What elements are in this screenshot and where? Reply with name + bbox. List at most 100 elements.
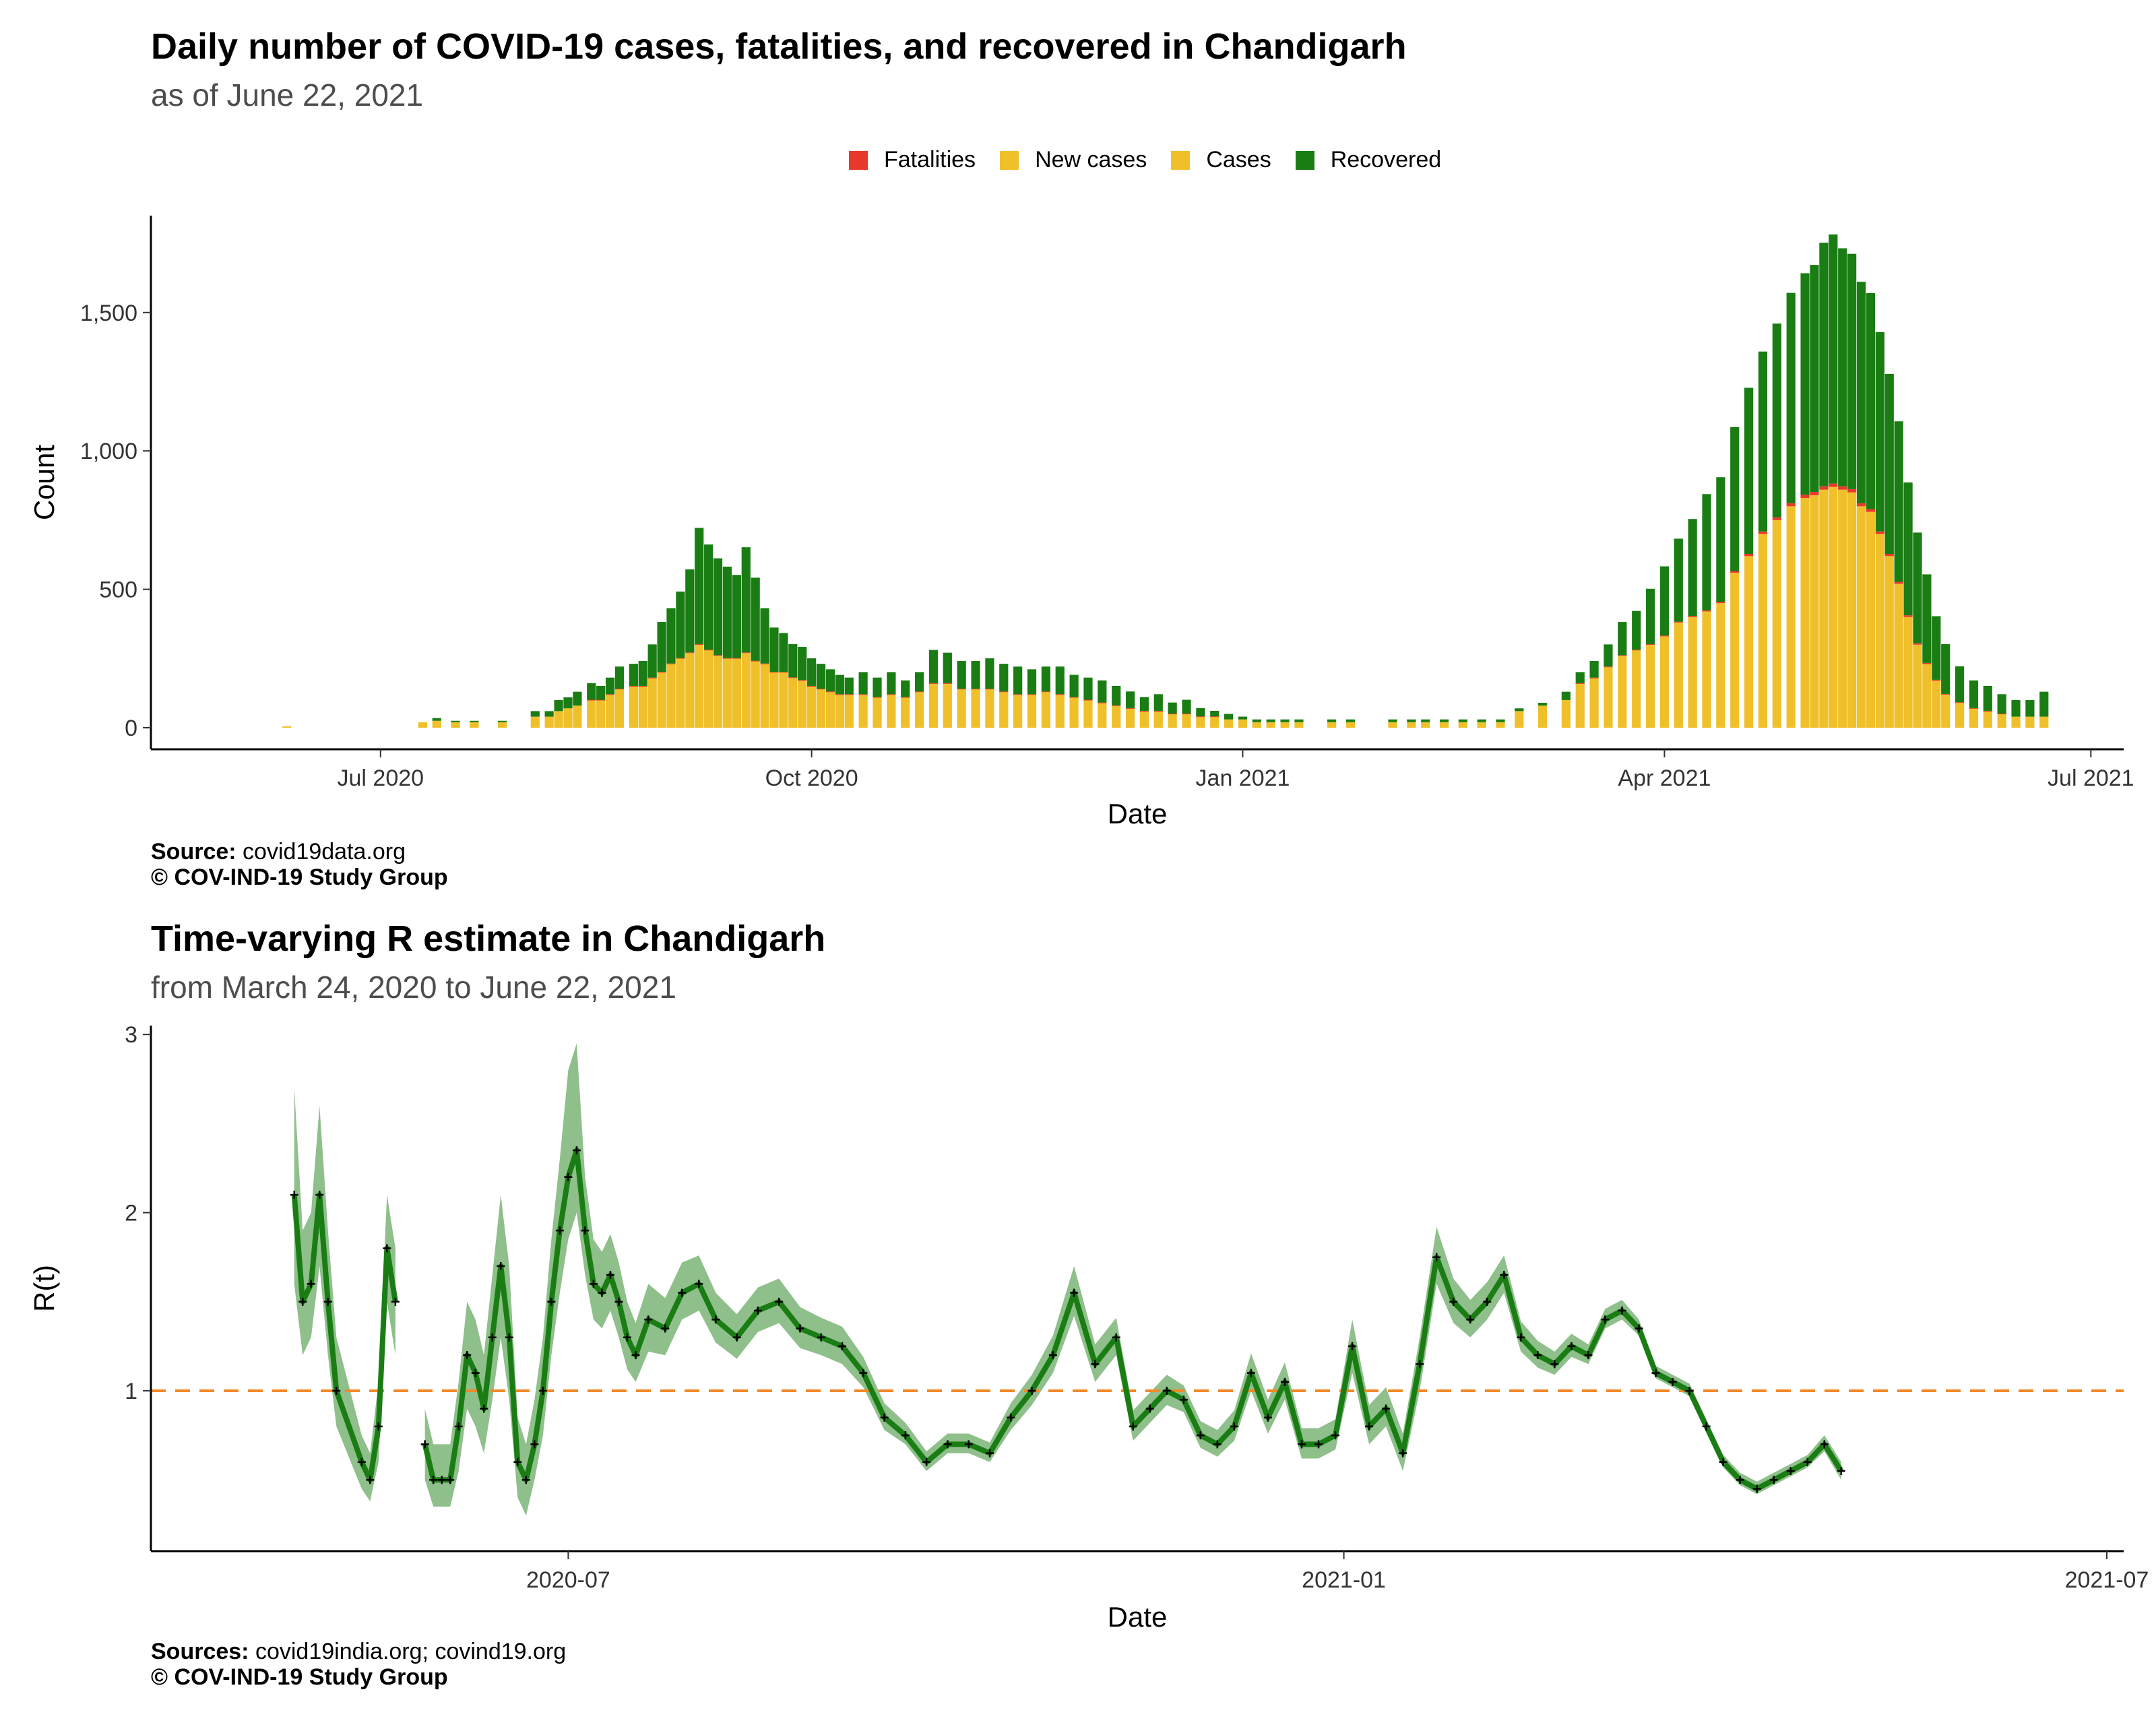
bar-cases bbox=[638, 686, 647, 728]
r-point bbox=[1550, 1360, 1559, 1369]
bar-recovered bbox=[1786, 292, 1796, 503]
bar-recovered bbox=[858, 672, 868, 695]
bar-recovered bbox=[844, 677, 854, 695]
bar-recovered bbox=[1913, 532, 1922, 644]
bar-recovered bbox=[1575, 672, 1585, 683]
r-point bbox=[454, 1422, 463, 1431]
bar-fatalities bbox=[928, 683, 939, 684]
bar-recovered bbox=[1730, 427, 1740, 571]
bar-cases bbox=[1744, 556, 1754, 728]
r-point bbox=[1668, 1377, 1677, 1386]
bar-recovered bbox=[1819, 243, 1829, 487]
r-point bbox=[661, 1324, 670, 1333]
bar-recovered bbox=[1238, 716, 1248, 720]
r-point bbox=[383, 1244, 391, 1253]
bar-recovered bbox=[1856, 282, 1866, 503]
bar-recovered bbox=[1013, 666, 1023, 695]
r-point bbox=[838, 1342, 847, 1350]
bar-recovered bbox=[1098, 680, 1107, 703]
bar-recovered bbox=[1182, 699, 1191, 714]
bar-cases bbox=[1055, 694, 1065, 728]
bar-fatalities bbox=[943, 683, 952, 684]
bar-fatalities bbox=[1645, 644, 1655, 645]
x-tick-label: 2021-07 bbox=[2065, 1567, 2149, 1593]
confidence-band bbox=[424, 1043, 1841, 1516]
r-point bbox=[1719, 1457, 1727, 1466]
bar-recovered bbox=[1196, 708, 1205, 717]
bar-recovered bbox=[1702, 494, 1711, 610]
bar-recovered bbox=[1561, 691, 1571, 700]
bar-fatalities bbox=[1196, 716, 1205, 718]
bar-fatalities bbox=[1589, 677, 1599, 679]
r-point bbox=[695, 1280, 703, 1288]
r-point bbox=[796, 1324, 804, 1333]
bar-fatalities bbox=[1941, 693, 1951, 695]
chart1-legend: Fatalities New cases Cases Recovered bbox=[849, 147, 1465, 173]
bar-recovered bbox=[1829, 234, 1838, 484]
r-point bbox=[1091, 1360, 1100, 1369]
bar-cases bbox=[1439, 722, 1449, 728]
r-point bbox=[1601, 1315, 1610, 1324]
y-tick-label: 1,000 bbox=[80, 439, 137, 464]
r-point bbox=[732, 1333, 741, 1342]
r-point bbox=[564, 1172, 573, 1181]
x-axis-title: Date bbox=[1108, 798, 1168, 829]
bar-cases bbox=[1238, 719, 1248, 728]
bar-cases bbox=[1645, 644, 1655, 728]
bar-cases bbox=[1716, 603, 1725, 728]
legend-label-recovered: Recovered bbox=[1330, 147, 1442, 172]
r-point bbox=[1027, 1387, 1036, 1395]
bar-recovered bbox=[638, 660, 647, 686]
bar-cases bbox=[816, 689, 826, 728]
bar-recovered bbox=[971, 660, 980, 689]
bar-recovered bbox=[1618, 622, 1627, 656]
bar-cases bbox=[1027, 694, 1037, 728]
x-tick-label: Apr 2021 bbox=[1618, 765, 1711, 791]
r-point bbox=[298, 1297, 307, 1306]
r-point bbox=[437, 1476, 446, 1484]
bar-recovered bbox=[695, 528, 704, 644]
bar-cases bbox=[1604, 666, 1613, 728]
bar-fatalities bbox=[1983, 710, 1992, 712]
x-tick-label: Oct 2020 bbox=[765, 765, 858, 791]
r-point bbox=[606, 1271, 614, 1280]
r-point bbox=[880, 1413, 889, 1422]
bar-recovered bbox=[1894, 421, 1903, 582]
bar-recovered bbox=[1955, 666, 1965, 703]
bar-recovered bbox=[544, 711, 554, 717]
bar-recovered bbox=[713, 558, 723, 656]
r-point bbox=[1517, 1333, 1525, 1342]
r-point bbox=[1769, 1476, 1778, 1484]
r-point bbox=[859, 1369, 868, 1377]
bar-cases bbox=[1772, 520, 1781, 728]
bar-fatalities bbox=[1041, 691, 1050, 693]
bar-recovered bbox=[1997, 694, 2006, 714]
bar-cases bbox=[1069, 697, 1079, 728]
x-tick-label: Jul 2021 bbox=[2048, 765, 2134, 791]
bar-fatalities bbox=[798, 680, 807, 681]
bar-recovered bbox=[1758, 351, 1768, 532]
bar-cases bbox=[1829, 487, 1838, 728]
bar-recovered bbox=[470, 720, 479, 722]
r-point bbox=[589, 1280, 598, 1288]
r-point bbox=[480, 1404, 488, 1413]
chart2-copyright: © COV-IND-19 Study Group bbox=[151, 1664, 448, 1690]
bar-cases bbox=[1388, 722, 1397, 728]
r-point bbox=[614, 1297, 623, 1306]
bar-cases bbox=[901, 697, 910, 728]
bar-fatalities bbox=[1786, 503, 1796, 507]
bar-recovered bbox=[1838, 248, 1847, 487]
r-point bbox=[391, 1297, 400, 1306]
r-point bbox=[1685, 1387, 1694, 1395]
r-point bbox=[711, 1315, 720, 1324]
bar-recovered bbox=[530, 711, 540, 717]
bar-fatalities bbox=[1922, 662, 1932, 664]
bar-fatalities bbox=[835, 694, 844, 695]
chart2-plot: 1 2 3 2020-07 2021-01 2021-07 Date R(t) bbox=[28, 1022, 2149, 1633]
bar-cases bbox=[544, 716, 554, 728]
bar-cases bbox=[2039, 716, 2049, 728]
chart1-source-label: Source: bbox=[151, 839, 236, 865]
bar-fatalities bbox=[685, 652, 695, 654]
bar-recovered bbox=[1069, 675, 1079, 697]
bar-fatalities bbox=[1955, 702, 1965, 703]
